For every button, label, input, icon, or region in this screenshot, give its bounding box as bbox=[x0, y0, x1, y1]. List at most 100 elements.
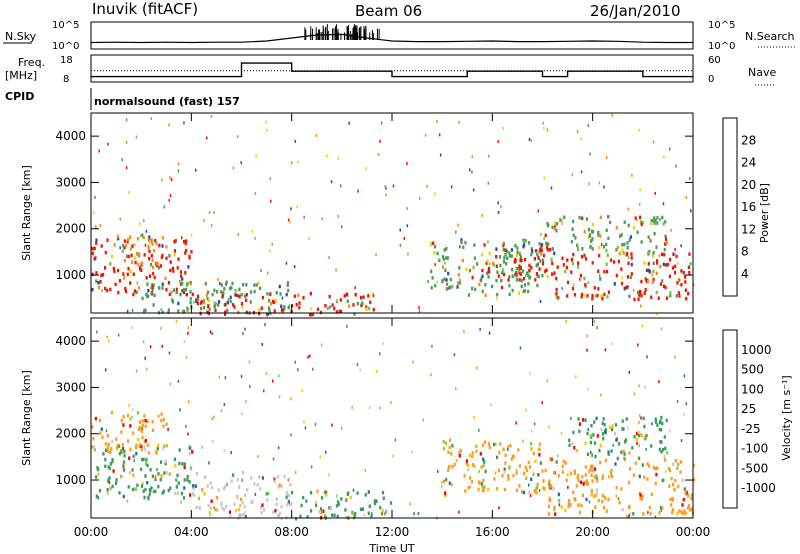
heatmap-cell bbox=[596, 434, 599, 438]
heatmap-cell bbox=[122, 464, 125, 469]
heatmap-cell bbox=[445, 246, 448, 251]
heatmap-cell bbox=[242, 332, 244, 336]
heatmap-cell bbox=[649, 511, 652, 516]
heatmap-cell bbox=[548, 479, 551, 483]
heatmap-cell bbox=[542, 479, 545, 483]
heatmap-cell bbox=[233, 502, 236, 506]
x-tick-label: 20:00 bbox=[575, 525, 610, 539]
heatmap-cell bbox=[223, 287, 226, 291]
heatmap-cell bbox=[220, 501, 223, 505]
heatmap-cell bbox=[224, 310, 227, 314]
heatmap-cell bbox=[650, 492, 653, 497]
heatmap-cell bbox=[446, 256, 449, 260]
heatmap-cell bbox=[449, 285, 452, 290]
heatmap-cell bbox=[546, 128, 549, 132]
heatmap-cell bbox=[584, 441, 587, 446]
heatmap-cell bbox=[140, 467, 143, 471]
heatmap-cell bbox=[245, 298, 248, 302]
heatmap-cell bbox=[136, 281, 139, 285]
heatmap-cell bbox=[150, 286, 152, 290]
heatmap-cell bbox=[533, 489, 536, 493]
heatmap-cell bbox=[673, 487, 676, 492]
heatmap-cell bbox=[434, 283, 437, 288]
heatmap-cell bbox=[550, 257, 553, 262]
heatmap-cell bbox=[624, 438, 628, 442]
heatmap-cell bbox=[522, 289, 525, 294]
heatmap-cell bbox=[501, 474, 504, 478]
heatmap-cell bbox=[546, 221, 549, 226]
heatmap-cell bbox=[488, 331, 491, 335]
heatmap-cell bbox=[623, 242, 626, 247]
heatmap-cell bbox=[542, 253, 545, 258]
heatmap-cell bbox=[515, 468, 518, 473]
heatmap-cell bbox=[221, 506, 224, 511]
heatmap-cell bbox=[117, 268, 120, 273]
heatmap-cell bbox=[660, 428, 663, 432]
heatmap-cell bbox=[141, 419, 144, 423]
heatmap-cell bbox=[639, 497, 642, 501]
heatmap-cell bbox=[586, 334, 589, 338]
heatmap-cell bbox=[543, 176, 545, 180]
heatmap-cell bbox=[124, 287, 127, 291]
heatmap-cell bbox=[453, 353, 456, 357]
heatmap-cell bbox=[564, 461, 567, 465]
heatmap-cell bbox=[238, 294, 241, 299]
heatmap-cell bbox=[335, 504, 338, 508]
heatmap-cell bbox=[297, 293, 300, 297]
heatmap-cell bbox=[108, 481, 111, 485]
freq-series-line bbox=[91, 62, 693, 78]
heatmap-cell bbox=[450, 482, 453, 487]
heatmap-cell bbox=[581, 493, 584, 497]
heatmap-cell bbox=[576, 475, 579, 479]
heatmap-cell bbox=[538, 267, 541, 271]
heatmap-cell bbox=[269, 292, 272, 296]
heatmap-cell bbox=[640, 240, 643, 244]
heatmap-cell bbox=[522, 244, 525, 249]
heatmap-cell bbox=[211, 417, 213, 421]
heatmap-cell bbox=[689, 508, 692, 512]
heatmap-cell bbox=[617, 497, 620, 501]
heatmap-cell bbox=[622, 449, 625, 453]
heatmap-cell bbox=[430, 269, 433, 274]
heatmap-cell bbox=[183, 121, 185, 125]
heatmap-cell bbox=[131, 408, 134, 412]
heatmap-cell bbox=[274, 509, 277, 513]
heatmap-cell bbox=[243, 493, 247, 498]
heatmap-cell bbox=[519, 265, 522, 270]
heatmap-cell bbox=[623, 286, 626, 291]
heatmap-cell bbox=[651, 422, 653, 426]
heatmap-cell bbox=[309, 291, 312, 296]
heatmap-cell bbox=[516, 250, 519, 254]
heatmap-cell bbox=[508, 275, 511, 279]
heatmap-cell bbox=[605, 242, 608, 247]
heatmap-cell bbox=[183, 478, 186, 482]
heatmap-cell bbox=[518, 464, 521, 468]
heatmap-cell bbox=[541, 401, 543, 405]
heatmap-cell bbox=[595, 488, 598, 492]
heatmap-cell bbox=[606, 269, 609, 274]
heatmap-cell bbox=[557, 474, 560, 478]
heatmap-cell bbox=[662, 202, 665, 206]
heatmap-cell bbox=[539, 461, 542, 465]
heatmap-cell bbox=[627, 223, 630, 228]
heatmap-cell bbox=[257, 281, 260, 285]
heatmap-cell bbox=[515, 273, 518, 278]
heatmap-cell bbox=[98, 489, 101, 493]
heatmap-cell bbox=[628, 514, 630, 518]
heatmap-cell bbox=[265, 371, 268, 375]
heatmap-cell bbox=[162, 446, 165, 451]
heatmap-cell bbox=[447, 286, 451, 290]
heatmap-cell bbox=[457, 272, 460, 277]
heatmap-cell bbox=[143, 495, 146, 500]
heatmap-cell bbox=[652, 269, 655, 274]
heatmap-cell bbox=[109, 450, 112, 455]
heatmap-cell bbox=[624, 440, 627, 444]
heatmap-cell bbox=[548, 425, 550, 429]
heatmap-cell bbox=[553, 471, 556, 475]
heatmap-cell bbox=[354, 293, 357, 297]
heatmap-cell bbox=[177, 309, 180, 313]
heatmap-cell bbox=[298, 301, 301, 305]
heatmap-cell bbox=[593, 441, 597, 445]
heatmap-cell bbox=[445, 477, 448, 482]
colorbar-frame bbox=[722, 117, 738, 297]
